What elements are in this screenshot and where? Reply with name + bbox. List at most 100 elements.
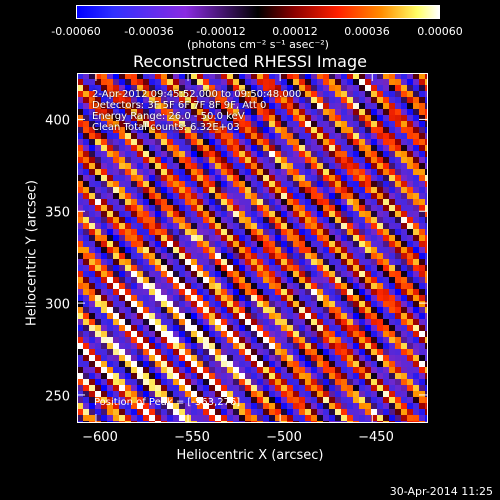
heatmap-cell	[383, 349, 389, 355]
heatmap-cell	[425, 115, 428, 121]
heatmap-cell	[299, 337, 305, 343]
heatmap-cell	[311, 337, 317, 343]
heatmap-cell	[155, 295, 161, 301]
heatmap-cell	[137, 121, 143, 127]
heatmap-cell	[395, 199, 401, 205]
heatmap-cell	[125, 127, 131, 133]
heatmap-cell	[125, 277, 131, 283]
heatmap-cell	[203, 169, 209, 175]
heatmap-cell	[143, 217, 149, 223]
heatmap-cell	[287, 415, 293, 421]
heatmap-cell	[137, 295, 143, 301]
heatmap-cell	[119, 217, 125, 223]
heatmap-cell	[317, 73, 323, 79]
heatmap-cell	[125, 283, 131, 289]
heatmap-cell	[227, 235, 233, 241]
heatmap-cell	[161, 133, 167, 139]
heatmap-cell	[77, 403, 83, 409]
heatmap-cell	[299, 217, 305, 223]
heatmap-cell	[149, 103, 155, 109]
heatmap-cell	[407, 415, 413, 421]
heatmap-cell	[323, 379, 329, 385]
heatmap-cell	[131, 265, 137, 271]
heatmap-cell	[317, 187, 323, 193]
heatmap-cell	[149, 379, 155, 385]
heatmap-cell	[119, 331, 125, 337]
heatmap-cell	[221, 331, 227, 337]
heatmap-cell	[263, 271, 269, 277]
heatmap-cell	[167, 331, 173, 337]
heatmap-cell	[89, 397, 95, 403]
heatmap-cell	[167, 121, 173, 127]
heatmap-cell	[197, 301, 203, 307]
heatmap-cell	[281, 145, 287, 151]
heatmap-cell	[107, 289, 113, 295]
heatmap-cell	[257, 115, 263, 121]
heatmap-cell	[413, 133, 419, 139]
heatmap-cell	[233, 349, 239, 355]
heatmap-cell	[209, 385, 215, 391]
heatmap-cell	[245, 73, 251, 79]
heatmap-cell	[269, 313, 275, 319]
heatmap-cell	[371, 97, 377, 103]
heatmap-cell	[137, 223, 143, 229]
heatmap-cell	[341, 301, 347, 307]
heatmap-cell	[305, 73, 311, 79]
heatmap-cell	[281, 391, 287, 397]
heatmap-cell	[161, 163, 167, 169]
heatmap-cell	[365, 115, 371, 121]
heatmap-cell	[107, 145, 113, 151]
heatmap-cell	[329, 73, 335, 79]
heatmap-cell	[215, 343, 221, 349]
heatmap-cell	[347, 109, 353, 115]
heatmap-cell	[245, 301, 251, 307]
heatmap-cell	[143, 151, 149, 157]
heatmap-cell	[239, 145, 245, 151]
heatmap-cell	[215, 259, 221, 265]
heatmap-cell	[119, 325, 125, 331]
heatmap-cell	[101, 85, 107, 91]
heatmap-cell	[317, 337, 323, 343]
heatmap-cell	[263, 247, 269, 253]
heatmap-cell	[143, 379, 149, 385]
heatmap-cell	[359, 103, 365, 109]
heatmap-cell	[353, 403, 359, 409]
heatmap-cell	[233, 97, 239, 103]
heatmap-cell	[365, 367, 371, 373]
heatmap-cell	[239, 175, 245, 181]
heatmap-cell	[305, 325, 311, 331]
heatmap-cell	[347, 241, 353, 247]
heatmap-cell	[233, 325, 239, 331]
heatmap-cell	[131, 337, 137, 343]
heatmap-cell	[221, 295, 227, 301]
heatmap-cell	[413, 79, 419, 85]
heatmap-cell	[389, 79, 395, 85]
heatmap-cell	[209, 73, 215, 79]
heatmap-cell	[311, 91, 317, 97]
heatmap-cell	[233, 103, 239, 109]
heatmap-cell	[293, 103, 299, 109]
heatmap-cell	[317, 397, 323, 403]
heatmap-cell	[341, 151, 347, 157]
heatmap-cell	[353, 115, 359, 121]
heatmap-cell	[377, 373, 383, 379]
heatmap-cell	[227, 367, 233, 373]
heatmap-cell	[161, 73, 167, 79]
heatmap-cell	[389, 337, 395, 343]
heatmap-cell	[275, 103, 281, 109]
heatmap-cell	[179, 127, 185, 133]
heatmap-cell	[359, 205, 365, 211]
heatmap-cell	[401, 301, 407, 307]
heatmap-cell	[305, 319, 311, 325]
heatmap-cell	[149, 271, 155, 277]
heatmap-cell	[83, 127, 89, 133]
heatmap-cell	[191, 403, 197, 409]
heatmap-cell	[173, 247, 179, 253]
heatmap-cell	[269, 343, 275, 349]
heatmap-cell	[425, 295, 428, 301]
heatmap-cell	[143, 343, 149, 349]
heatmap-cell	[89, 187, 95, 193]
heatmap-cell	[407, 79, 413, 85]
heatmap-cell	[299, 205, 305, 211]
heatmap-cell	[239, 349, 245, 355]
